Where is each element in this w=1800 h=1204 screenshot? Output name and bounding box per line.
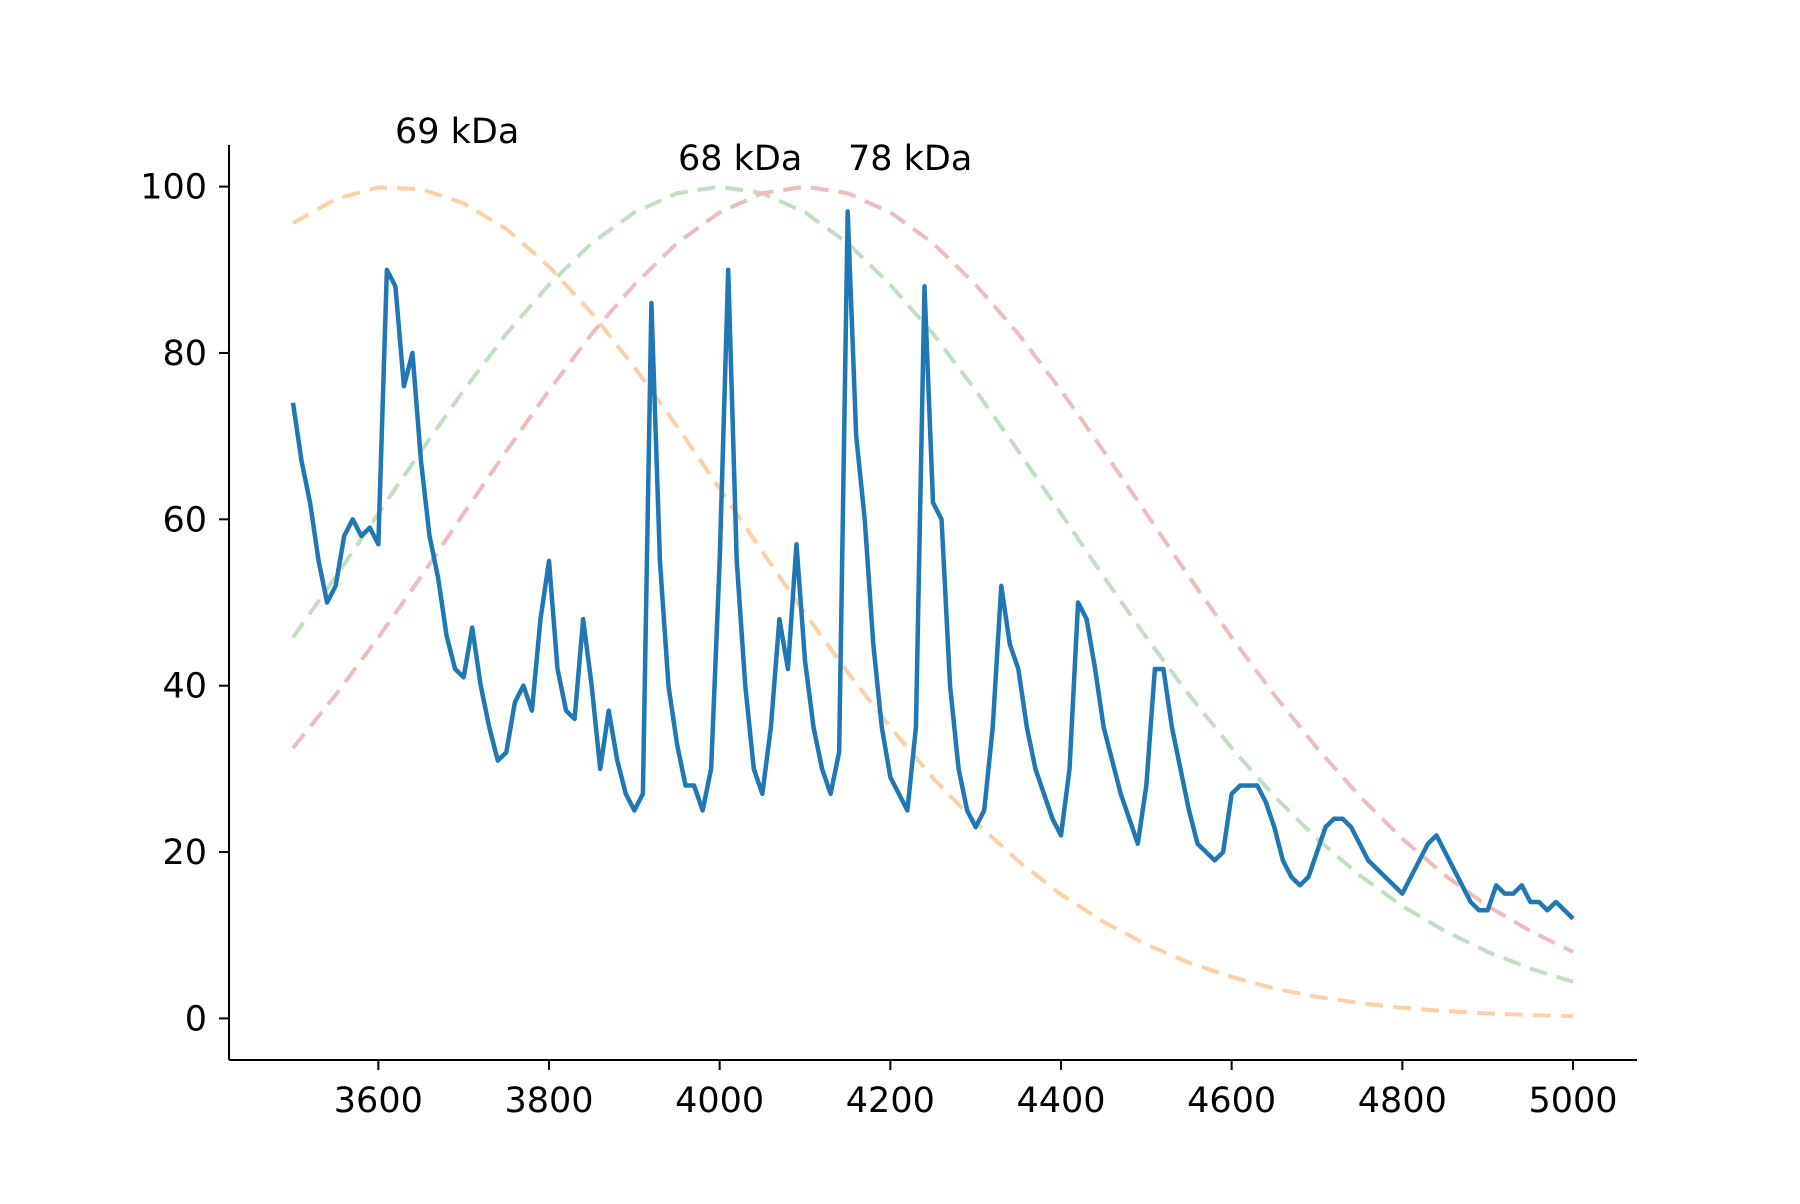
y-tick-label: 100: [140, 168, 207, 208]
x-tick-label: 4000: [675, 1081, 764, 1121]
annotation: 78 kDa: [848, 139, 972, 179]
x-tick-label: 3800: [504, 1081, 593, 1121]
x-tick-label: 3600: [334, 1081, 423, 1121]
x-tick-label: 5000: [1528, 1081, 1617, 1121]
x-tick-label: 4200: [846, 1081, 935, 1121]
x-tick-label: 4600: [1187, 1081, 1276, 1121]
x-tick-label: 4400: [1016, 1081, 1105, 1121]
y-tick-label: 40: [162, 667, 207, 707]
annotation: 68 kDa: [678, 139, 802, 179]
y-tick-label: 20: [162, 833, 207, 873]
y-tick-label: 80: [162, 334, 207, 374]
fit-curve: [291, 184, 1574, 954]
spectrum-line: [290, 209, 1575, 921]
y-tick-label: 0: [185, 999, 207, 1039]
annotation: 69 kDa: [395, 112, 519, 152]
fit-curve: [292, 185, 1574, 1019]
y-tick-label: 60: [162, 500, 207, 540]
x-tick-label: 4800: [1358, 1081, 1447, 1121]
fit-curve: [291, 184, 1574, 984]
